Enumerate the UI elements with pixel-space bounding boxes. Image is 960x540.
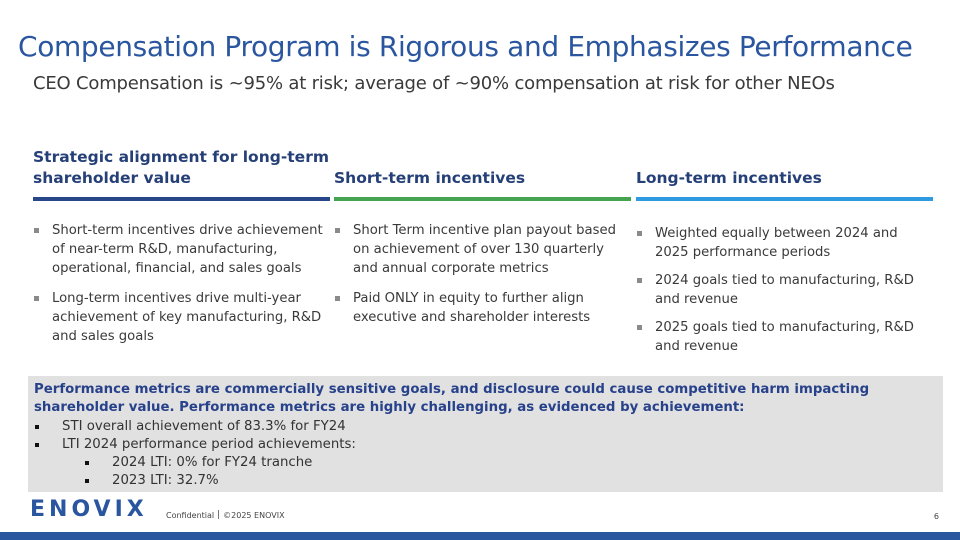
bullet-item: Paid ONLY in equity to further align exe… (334, 289, 631, 327)
bullet-item: Weighted equally between 2024 and 2025 p… (636, 224, 933, 262)
bullet-item: 2024 goals tied to manufacturing, R&D an… (636, 271, 933, 309)
bullet-square-icon (637, 278, 642, 283)
column-accent-bar (636, 197, 933, 201)
performance-metrics-box: Performance metrics are commercially sen… (28, 376, 943, 492)
column-header: Strategic alignment for long-term shareh… (33, 148, 329, 187)
performance-item: STI overall achievement of 83.3% for FY2… (34, 418, 356, 436)
performance-list: STI overall achievement of 83.3% for FY2… (34, 418, 356, 490)
slide-title: Compensation Program is Rigorous and Emp… (18, 30, 913, 63)
bullet-item: Short Term incentive plan payout based o… (334, 221, 631, 278)
column-header: Short-term incentives (334, 169, 526, 187)
column-accent-bar (33, 197, 330, 201)
bullet-square-icon (35, 425, 39, 429)
footer-divider (218, 510, 220, 519)
performance-heading: Performance metrics are commercially sen… (34, 382, 870, 415)
column-accent-bar (334, 197, 631, 201)
performance-subitem: 2024 LTI: 0% for FY24 tranche (34, 454, 356, 472)
column-long-term-incentives: Long-term incentives Weighted equally be… (636, 147, 933, 365)
confidential-label: Confidential (166, 511, 215, 520)
slide-subtitle: CEO Compensation is ~95% at risk; averag… (33, 73, 835, 94)
column-short-term-incentives: Short-term incentives Short Term incenti… (334, 147, 631, 338)
footer-text: Confidential ©2025 ENOVIX (166, 510, 285, 520)
performance-item: LTI 2024 performance period achievements… (34, 436, 356, 454)
bullet-item: Long-term incentives drive multi-year ac… (33, 289, 330, 346)
enovix-logo: ENOVIX (30, 497, 148, 522)
bullet-square-icon (85, 461, 89, 465)
bullet-square-icon (85, 479, 89, 483)
footer-bar (0, 532, 960, 540)
bullet-square-icon (35, 443, 39, 447)
bullet-square-icon (34, 296, 39, 301)
bullet-item: Short-term incentives drive achievement … (33, 221, 330, 278)
bullet-square-icon (637, 325, 642, 330)
column-header: Long-term incentives (636, 169, 822, 187)
bullet-square-icon (335, 296, 340, 301)
page-number: 6 (933, 512, 939, 521)
bullet-list: Short Term incentive plan payout based o… (334, 221, 631, 327)
bullet-item: 2025 goals tied to manufacturing, R&D an… (636, 318, 933, 356)
bullet-square-icon (637, 231, 642, 236)
bullet-list: Weighted equally between 2024 and 2025 p… (636, 224, 933, 356)
column-strategic-alignment: Strategic alignment for long-term shareh… (33, 147, 330, 357)
bullet-square-icon (335, 228, 340, 233)
bullet-square-icon (34, 228, 39, 233)
copyright-label: ©2025 ENOVIX (223, 511, 285, 520)
bullet-list: Short-term incentives drive achievement … (33, 221, 330, 346)
performance-subitem: 2023 LTI: 32.7% (34, 472, 356, 490)
